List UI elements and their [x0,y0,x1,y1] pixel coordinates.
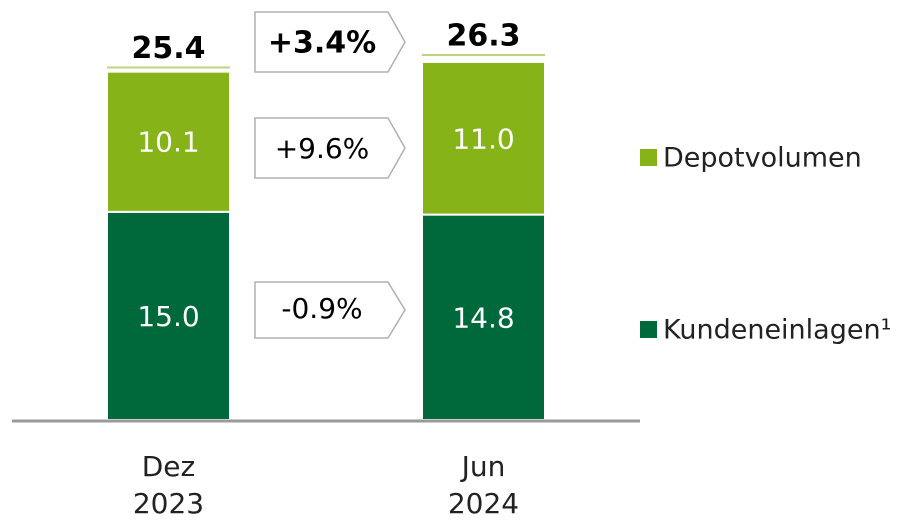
legend-swatch [640,321,657,338]
x-tick-label: 2024 [448,487,519,520]
change-label: +3.4% [268,26,376,61]
change-label: +9.6% [275,132,370,165]
legend-swatch [640,149,657,166]
x-tick-label: Jun [460,450,506,483]
legend-label: Kundeneinlagen¹ [663,315,891,346]
change-boxes [254,11,406,339]
change-label: -0.9% [281,292,362,325]
bar-segment [421,60,546,216]
value-label: 10.1 [137,126,199,159]
x-tick-label: 2023 [133,487,204,520]
bar-segment [106,70,231,213]
change-box [254,281,406,339]
value-label: 11.0 [452,122,514,155]
bar-segment [106,210,231,421]
value-label: 15.0 [137,300,199,333]
total-label: 26.3 [446,19,520,54]
total-label: 25.4 [131,31,205,66]
change-box [254,117,406,179]
x-tick-label: Dez [142,450,195,483]
legend-label: Depotvolumen [663,143,862,174]
change-box [254,11,406,73]
value-label: 14.8 [452,301,514,334]
